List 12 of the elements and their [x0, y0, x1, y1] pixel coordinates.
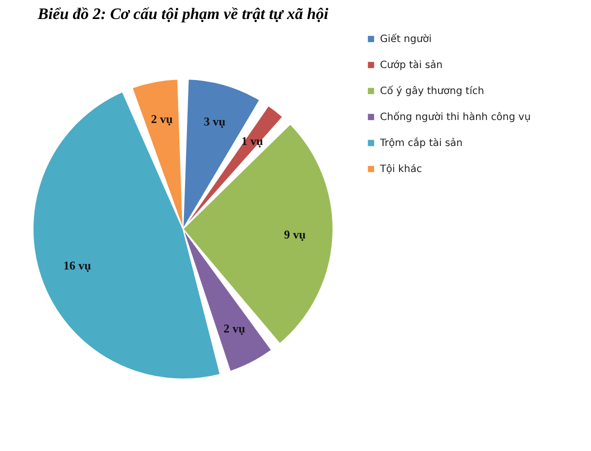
legend-label: Cướp tài sản	[380, 59, 443, 71]
legend-label: Trộm cắp tài sản	[379, 137, 463, 149]
chart-title: Biểu đồ 2: Cơ cấu tội phạm về trật tự xã hội	[36, 6, 329, 23]
data-label: 9 vụ	[284, 227, 306, 242]
legend-label: Giết người	[380, 33, 432, 45]
legend-label: Cố ý gây thương tích	[380, 85, 484, 97]
legend-label: Tội khác	[379, 164, 422, 175]
data-label: 2 vụ	[150, 112, 173, 126]
data-label: 16 vụ	[63, 258, 92, 273]
data-label: 2 vụ	[223, 322, 246, 336]
legend-label: Chống người thi hành công vụ	[380, 111, 531, 123]
data-label: 3 vụ	[204, 114, 226, 129]
